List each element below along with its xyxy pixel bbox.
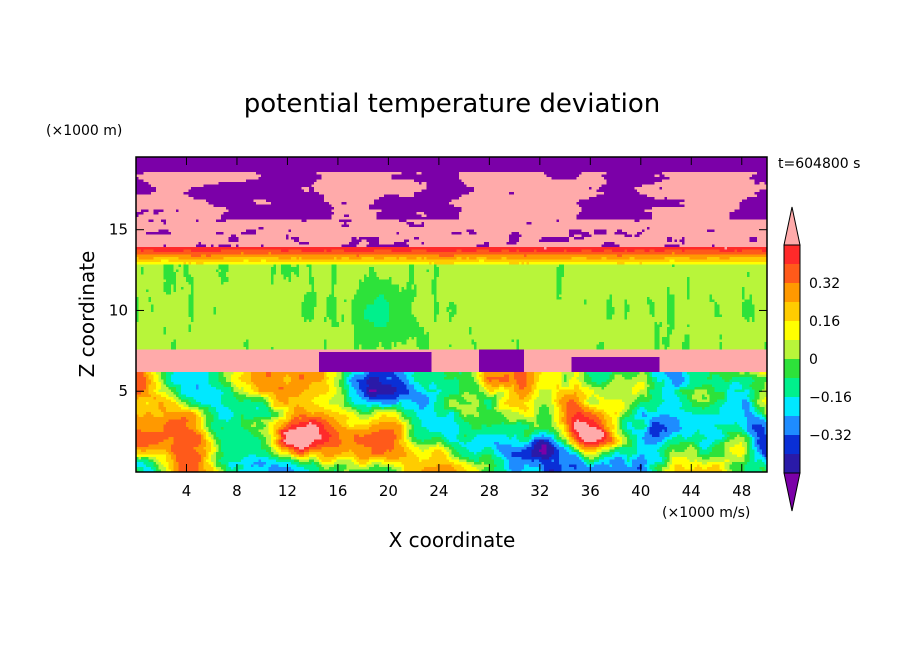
colorbar: 0.32 0.16 0 −0.16 −0.32 <box>783 206 852 512</box>
y-tick-label: 5 <box>118 382 128 400</box>
contour-raster <box>136 157 767 472</box>
x-tick-label: 24 <box>429 482 448 500</box>
time-label: t=604800 s <box>778 156 860 172</box>
colorbar-segment <box>784 359 800 378</box>
colorbar-segment <box>784 264 800 283</box>
colorbar-segment <box>784 435 800 454</box>
colorbar-tick-label: −0.32 <box>809 428 852 444</box>
x-axis-label: X coordinate <box>389 528 516 552</box>
x-tick-label: 8 <box>232 482 242 500</box>
colorbar-segment <box>784 245 800 264</box>
x-tick-label: 28 <box>480 482 499 500</box>
colorbar-segment <box>784 416 800 435</box>
colorbar-segment <box>784 454 800 473</box>
colorbar-tick-label: 0.32 <box>809 276 840 292</box>
y-tick-label: 15 <box>109 221 128 239</box>
x-tick-label: 44 <box>682 482 701 500</box>
x-unit-label: (×1000 m/s) <box>662 505 750 521</box>
colorbar-segment <box>784 321 800 340</box>
colorbar-segment <box>784 302 800 321</box>
colorbar-min-triangle <box>783 472 801 512</box>
x-tick-label: 36 <box>581 482 600 500</box>
y-tick-label: 10 <box>109 301 128 319</box>
x-tick-label: 20 <box>379 482 398 500</box>
colorbar-segment <box>784 397 800 416</box>
colorbar-tick-label: 0.16 <box>809 314 840 330</box>
x-tick-label: 12 <box>278 482 297 500</box>
x-axis: 4 8 12 16 20 24 28 32 36 40 44 48 <box>182 157 751 500</box>
y-axis: 5 10 15 <box>109 221 767 400</box>
colorbar-frame <box>783 244 801 474</box>
x-tick-label: 48 <box>732 482 751 500</box>
colorbar-tick-label: 0 <box>809 352 818 368</box>
x-tick-label: 32 <box>530 482 549 500</box>
contour-field <box>136 157 767 472</box>
y-unit-label: (×1000 m) <box>46 123 122 139</box>
x-tick-label: 4 <box>182 482 192 500</box>
colorbar-segment <box>784 283 800 302</box>
colorbar-tick-label: −0.16 <box>809 390 852 406</box>
plot-frame <box>135 156 768 473</box>
colorbar-segment <box>784 378 800 397</box>
plot-area <box>135 156 768 473</box>
colorbar-segment <box>784 340 800 359</box>
x-tick-label: 40 <box>631 482 650 500</box>
y-axis-label: Z coordinate <box>75 251 99 378</box>
colorbar-max-triangle <box>783 206 801 246</box>
chart-title: potential temperature deviation <box>244 89 660 119</box>
x-tick-label: 16 <box>328 482 347 500</box>
